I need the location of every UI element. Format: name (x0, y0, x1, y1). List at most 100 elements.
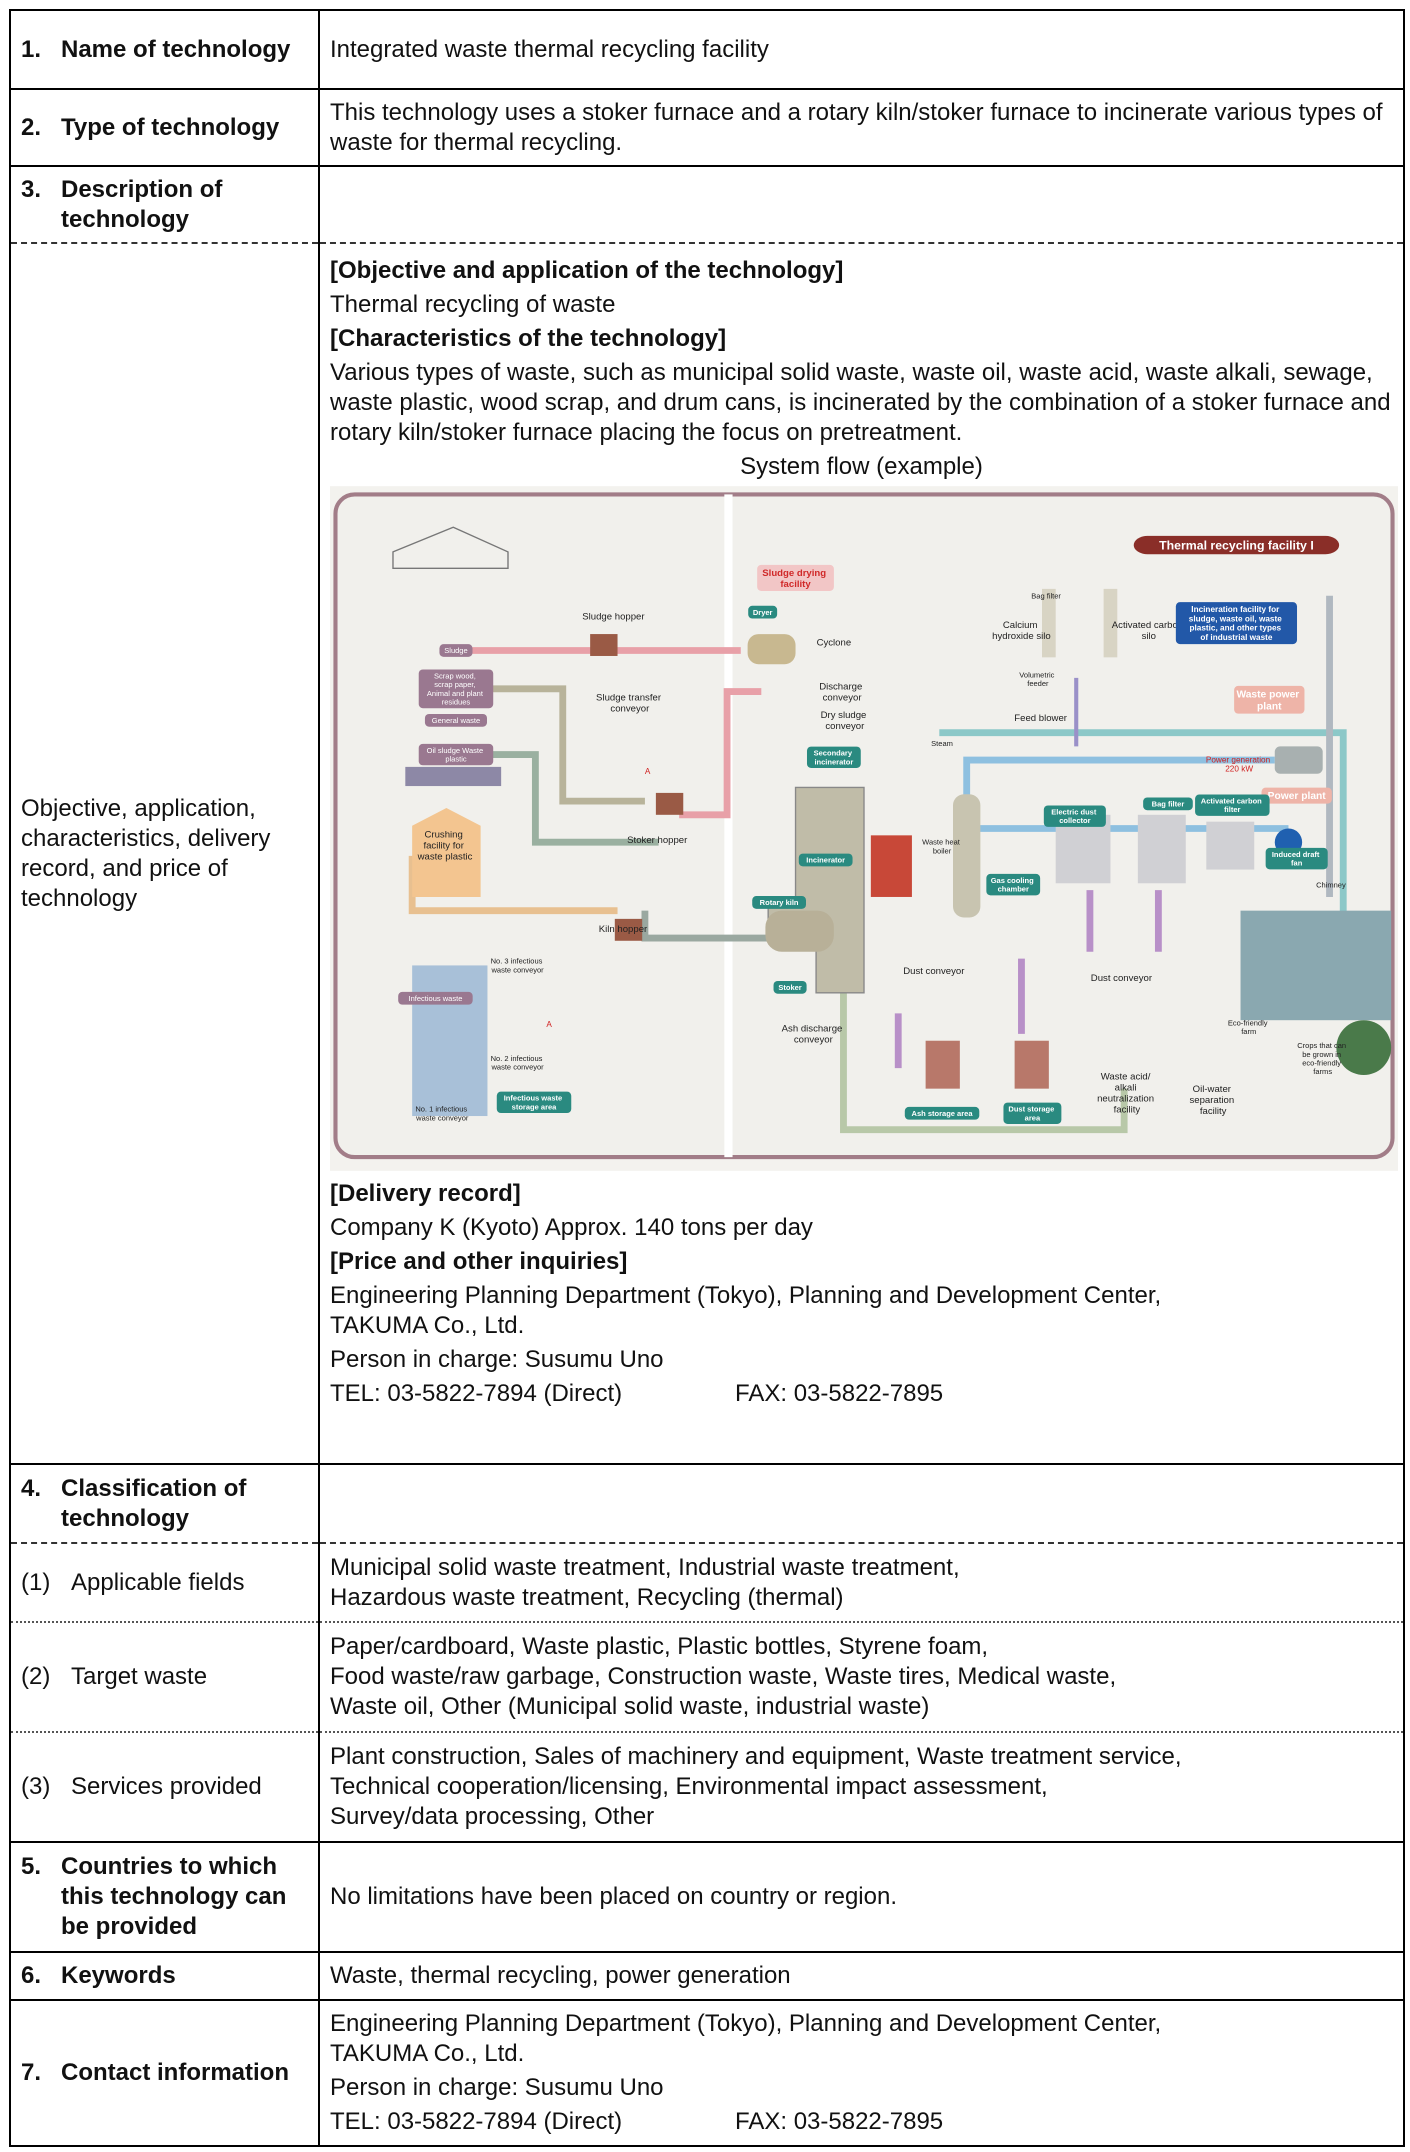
diagram-label: Dryer (753, 608, 773, 617)
tel: TEL: 03-5822-7894 (Direct) (330, 1380, 623, 1407)
diagram-label: Sludge drying facility (762, 568, 829, 590)
diagram-label: Power plant (1268, 791, 1327, 802)
title: Contact information (61, 2059, 289, 2086)
diagram-label: Activated carbon filter (1201, 797, 1264, 815)
text: Objective, application, characteristics,… (21, 794, 271, 912)
diagram-label: Activated carbon silo (1112, 620, 1186, 642)
label-line: Activated carbon (1201, 797, 1264, 806)
label-line: Crushing (425, 829, 466, 840)
label-line: Ash discharge (782, 1024, 845, 1035)
text: TAKUMA Co., Ltd. (330, 1312, 525, 1339)
label-box (1143, 797, 1193, 811)
label-line: Oil-water (1193, 1084, 1234, 1095)
pipe (408, 855, 618, 915)
diagram-label: Discharge conveyor (819, 681, 865, 703)
label-cell: 2. Type of technology (9, 88, 320, 167)
row: 2. Type of technology This technology use… (9, 88, 1405, 167)
value-cell: Municipal solid waste treatment, Industr… (318, 1543, 1405, 1623)
label-line: farm (1241, 1027, 1256, 1036)
label-box (398, 991, 473, 1005)
hopper (590, 634, 618, 656)
row: 1. Name of technology Integrated waste th… (9, 9, 1405, 90)
label-box (1043, 805, 1106, 827)
label-line: Waste power (1236, 689, 1302, 700)
text: Thermal recycling of waste (330, 291, 616, 318)
label-line: Stoker (778, 983, 801, 992)
pit (405, 766, 502, 787)
row: (1) Applicable fields Municipal solid was… (9, 1543, 1405, 1623)
number: 1. (21, 35, 42, 63)
label-cell: (2) Target waste (9, 1622, 320, 1733)
label-line: Dryer (753, 608, 773, 617)
value-cell: Engineering Planning Department (Tokyo),… (318, 1999, 1405, 2147)
label-line: Feed blower (1014, 713, 1068, 724)
diagram-label: No. 1 infectious waste conveyor (415, 1105, 469, 1123)
heading: 2. Type of technology (21, 113, 308, 143)
label-line: 220 kW (1225, 765, 1253, 774)
label-line: Dry sludge (821, 710, 869, 721)
fax: FAX: 03-5822-7895 (735, 2108, 944, 2135)
label-box (752, 896, 806, 909)
building (392, 526, 509, 570)
label-line: area (1025, 1113, 1041, 1122)
label-line: farms (1313, 1067, 1332, 1076)
ash-storage (925, 1040, 960, 1089)
label-box (757, 564, 834, 592)
label-line: Secondary (814, 749, 855, 758)
label-cell: Objective, application, characteristics,… (9, 243, 320, 1465)
label-line: facility (1114, 1105, 1141, 1116)
row: 7. Contact information Engineering Planni… (9, 1999, 1405, 2147)
text: Technical cooperation/licensing, Environ… (330, 1773, 1048, 1800)
diagram-label: General waste (432, 716, 480, 725)
label-line: Scrap wood, (434, 671, 478, 680)
label-line: No. 1 infectious (415, 1105, 469, 1114)
label-box (1234, 685, 1305, 714)
label-line: facility (780, 579, 811, 590)
tel: TEL: 03-5822-7894 (Direct) (330, 2108, 623, 2135)
bag-filter (1137, 814, 1186, 884)
phone-line: TEL: 03-5822-7894 (Direct) FAX: 03-5822-7… (330, 1379, 1393, 1409)
label-box (748, 605, 778, 619)
label-line: chamber (998, 885, 1029, 894)
label-box (1261, 787, 1332, 804)
dust-storage (1014, 1040, 1049, 1089)
pipe (480, 685, 645, 805)
sub-heading: (1) Applicable fields (21, 1568, 308, 1598)
label: Services provided (71, 1773, 262, 1800)
pipe (963, 756, 1275, 802)
label-line: conveyor (825, 721, 865, 732)
heading: 5. Countries to which this technology can… (21, 1852, 308, 1942)
label-cell: 3. Description of technology (9, 165, 320, 244)
label-line: Dust conveyor (1091, 973, 1153, 984)
label-line: Power generation (1206, 755, 1273, 764)
label-box (1195, 794, 1270, 816)
label-box (1003, 1102, 1062, 1125)
carbon-filter (1206, 821, 1255, 870)
silo (1103, 588, 1118, 658)
diagram-label: A (546, 1020, 552, 1029)
pipes (408, 595, 1347, 1134)
label-box (418, 669, 494, 709)
label-line: Thermal recycling facility I (1159, 538, 1314, 552)
diagram-label: Ash discharge conveyor (782, 1024, 845, 1046)
diagram-label: Rotary kiln (760, 898, 799, 907)
label-line: Sludge hopper (582, 612, 645, 623)
label: Applicable fields (71, 1568, 245, 1596)
number: 3. (21, 175, 42, 203)
label-line: Bag filter (1031, 591, 1061, 600)
label-line: Induced draft (1272, 850, 1322, 859)
label-cell: 6. Keywords (9, 1951, 320, 2001)
diagram-label: Bag filter (1031, 591, 1061, 600)
text: Survey/data processing, Other (330, 1803, 655, 1830)
label-box (904, 1106, 980, 1120)
label-line: Waste heat (922, 838, 962, 847)
diagram-label: Feed blower (1014, 713, 1068, 724)
label-line: incinerator (814, 757, 853, 766)
label-line: Dust conveyor (903, 966, 965, 977)
heading: [Characteristics of the technology] (330, 325, 727, 352)
label-line: Incinerator (806, 856, 845, 865)
label-line: Sludge transfer (596, 692, 664, 703)
label-line: waste plastic (417, 851, 473, 862)
label-line: storage area (512, 1102, 558, 1111)
row: 3. Description of technology (9, 165, 1405, 244)
